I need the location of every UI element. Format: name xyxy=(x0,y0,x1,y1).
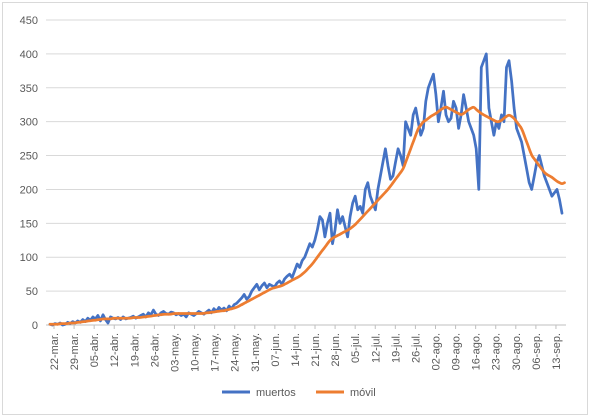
x-tick-label: 06-sep. xyxy=(531,333,543,370)
x-tick-label: 17-may. xyxy=(210,333,222,372)
legend-label-movil: móvil xyxy=(350,387,376,399)
x-tick-label: 19-abr. xyxy=(129,333,141,367)
x-axis: 22-mar. 29-mar. 05-abr. 12-abr. 19-abr. 26-ab… xyxy=(46,324,566,372)
x-tick-label: 12-abr. xyxy=(109,333,121,367)
x-tick-label: 05-jul. xyxy=(350,333,362,363)
series-line-movil xyxy=(48,105,566,326)
x-tick-label: 16-ago. xyxy=(471,333,483,370)
x-tick-label: 14-jun. xyxy=(290,333,302,367)
x-tick-label: 02-ago. xyxy=(430,333,442,370)
y-tick-label: 300 xyxy=(20,117,38,129)
x-tick-label: 07-jun. xyxy=(270,333,282,367)
x-tick-label: 30-ago. xyxy=(511,333,523,370)
x-tick-label: 31-may. xyxy=(250,333,262,372)
y-tick-label: 400 xyxy=(20,49,38,61)
x-tick-label: 13-sep. xyxy=(551,333,563,370)
x-tick-label: 26-abr. xyxy=(149,333,161,367)
x-tick-label: 26-jul. xyxy=(410,333,422,363)
y-tick-label: 100 xyxy=(20,252,38,264)
x-tick-label: 29-mar. xyxy=(69,333,81,370)
x-tick-label: 09-ago. xyxy=(451,333,463,370)
x-tick-label: 21-jun. xyxy=(310,333,322,367)
x-tick-label: 24-may. xyxy=(230,333,242,372)
legend-label-muertos: muertos xyxy=(256,387,296,399)
chart-frame xyxy=(2,2,588,415)
legend: muertos móvil xyxy=(222,387,376,399)
x-tick-label: 12-jul. xyxy=(370,333,382,363)
y-tick-label: 350 xyxy=(20,83,38,95)
y-tick-label: 200 xyxy=(20,184,38,196)
y-tick-label: 50 xyxy=(26,286,38,298)
y-tick-label: 250 xyxy=(20,151,38,163)
x-tick-label: 19-jul. xyxy=(390,333,402,363)
x-tick-label: 03-may. xyxy=(169,333,181,372)
y-axis: 0 50 100 150 200 250 300 350 400 450 xyxy=(20,15,38,332)
x-tick-label: 05-abr. xyxy=(89,333,101,367)
y-tick-label: 150 xyxy=(20,218,38,230)
y-tick-label: 450 xyxy=(20,15,38,27)
x-tick-label: 23-ago. xyxy=(491,333,503,370)
y-tick-label: 0 xyxy=(32,320,38,332)
x-tick-label: 28-jun. xyxy=(330,333,342,367)
x-tick-label: 22-mar. xyxy=(49,333,61,370)
series-lines xyxy=(48,52,566,327)
x-tick-label: 10-may. xyxy=(190,333,202,372)
